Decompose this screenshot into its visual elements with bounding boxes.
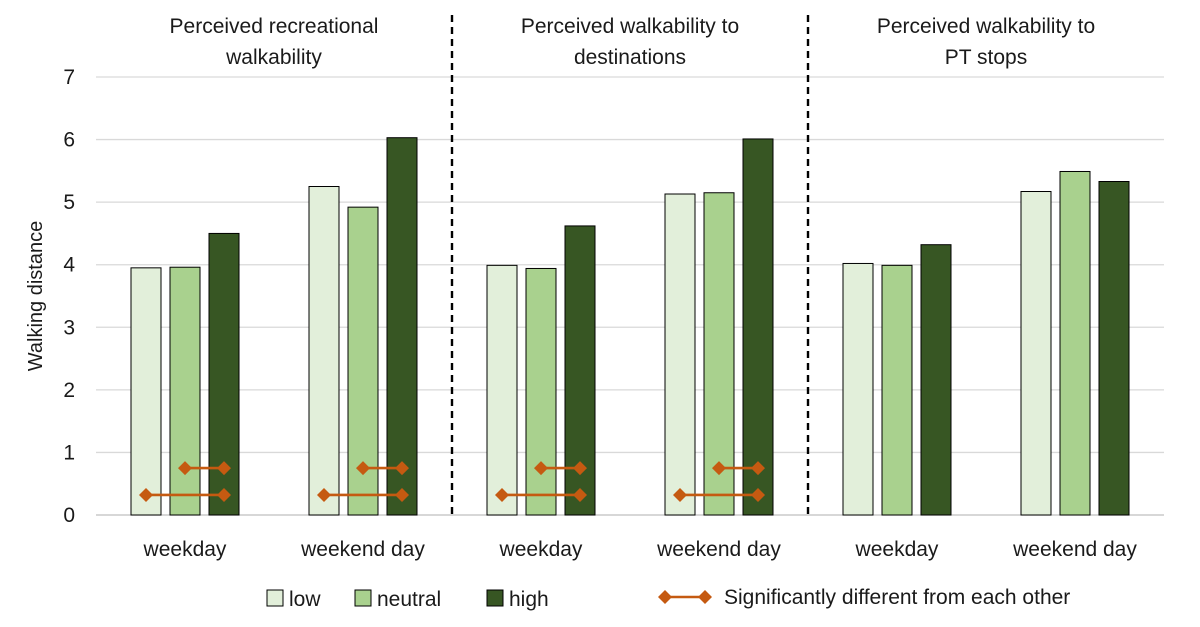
- significance-diamond: [217, 487, 231, 502]
- y-tick-label: 0: [63, 504, 75, 527]
- bar-low: [486, 264, 518, 516]
- panel-title: PT stops: [945, 46, 1027, 69]
- y-tick-label: 5: [63, 191, 75, 214]
- bar-high: [920, 244, 952, 516]
- y-tick-label: 6: [63, 129, 75, 152]
- significance-diamond: [395, 461, 409, 476]
- legend-significance-diamond: [658, 590, 672, 604]
- bar-low: [130, 267, 162, 516]
- legend-swatch-neutral: [354, 589, 372, 607]
- x-category-label: weekend day: [656, 538, 781, 561]
- y-tick-label: 2: [63, 379, 75, 402]
- x-category-label: weekday: [143, 538, 227, 561]
- panel-title: destinations: [574, 46, 686, 69]
- bar-neutral: [169, 266, 201, 516]
- bar-high: [386, 137, 418, 516]
- legend-label-low: low: [289, 588, 321, 611]
- significance-diamond: [495, 487, 509, 502]
- x-category-label: weekend day: [300, 538, 425, 561]
- significance-diamond: [217, 461, 231, 476]
- significance-diamond: [395, 487, 409, 502]
- significance-markers: [139, 461, 765, 502]
- y-tick-label: 3: [63, 316, 75, 339]
- bar-neutral: [347, 206, 379, 516]
- legend-swatch-low: [266, 589, 284, 607]
- significance-diamond: [139, 487, 153, 502]
- panel-title: Perceived walkability to: [877, 15, 1095, 38]
- panel-title: Perceived walkability to: [521, 15, 739, 38]
- bar-low: [308, 186, 340, 516]
- panel-title: Perceived recreational: [170, 15, 379, 38]
- y-axis-label: Walking distance: [25, 221, 47, 371]
- bar-low: [664, 193, 696, 516]
- bar-neutral: [1059, 170, 1091, 516]
- legend-label-significance: Significantly different from each other: [724, 586, 1070, 609]
- panel-title: walkability: [225, 46, 322, 69]
- gridlines: [96, 15, 1164, 516]
- significance-diamond: [751, 461, 765, 476]
- bars: [130, 137, 1130, 516]
- y-tick-label: 4: [63, 254, 75, 277]
- x-category-label: weekend day: [1012, 538, 1137, 561]
- legend-swatch-high: [486, 589, 504, 607]
- significance-diamond: [712, 461, 726, 476]
- significance-diamond: [356, 461, 370, 476]
- x-category-label: weekday: [499, 538, 583, 561]
- legend: low neutral high Significantly different fr…: [266, 586, 1070, 611]
- x-category-label: weekday: [855, 538, 939, 561]
- labels: 0 1 2 3 4 5 6 7 Walking distance Perceived recrea…: [25, 15, 1137, 561]
- significance-diamond: [673, 487, 687, 502]
- significance-diamond: [573, 487, 587, 502]
- bar-high: [742, 138, 774, 516]
- bar-neutral: [881, 264, 913, 516]
- legend-significance-diamond: [698, 590, 712, 604]
- bar-low: [1020, 191, 1052, 516]
- significance-diamond: [751, 487, 765, 502]
- significance-diamond: [573, 461, 587, 476]
- bar-high: [1098, 180, 1130, 516]
- bar-low: [842, 262, 874, 516]
- significance-diamond: [534, 461, 548, 476]
- significance-diamond: [317, 487, 331, 502]
- legend-label-high: high: [509, 588, 549, 611]
- legend-label-neutral: neutral: [377, 588, 441, 611]
- significance-diamond: [178, 461, 192, 476]
- y-tick-label: 1: [63, 441, 75, 464]
- bar-neutral: [525, 267, 557, 516]
- y-tick-label: 7: [63, 66, 75, 89]
